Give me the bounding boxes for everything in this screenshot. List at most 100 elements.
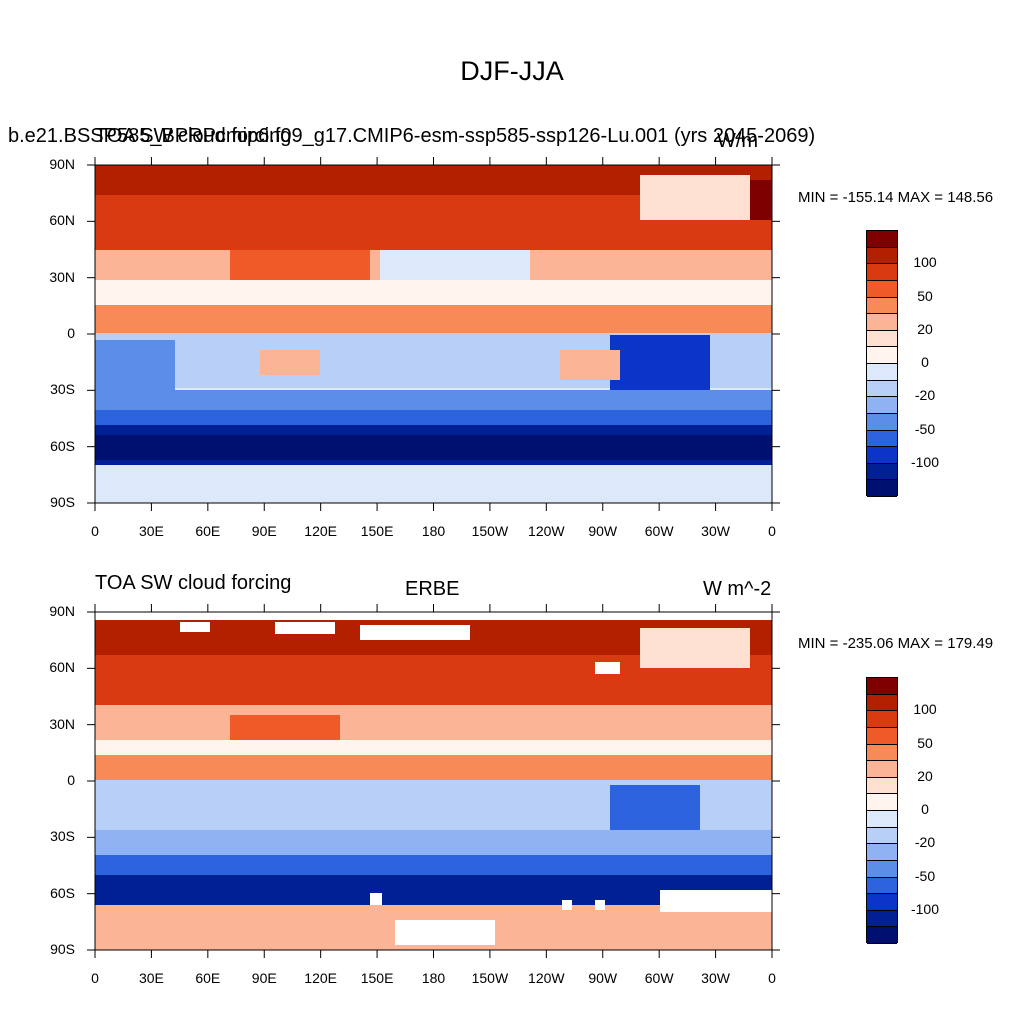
x-tick-label: 90W bbox=[588, 970, 618, 986]
y-tick-label: 60S bbox=[50, 437, 75, 454]
colorbar-swatch bbox=[867, 231, 897, 248]
colorbar-label: 100 bbox=[913, 254, 937, 271]
x-tick-label: 90E bbox=[251, 523, 277, 539]
y-tick-label: 60N bbox=[49, 212, 75, 229]
x-tick-label: 90E bbox=[251, 970, 277, 986]
colorbar-swatch bbox=[867, 380, 897, 398]
colorbar-swatch bbox=[867, 413, 897, 431]
colorbar-label: -50 bbox=[914, 867, 936, 884]
panel2-left-title: TOA SW cloud forcing bbox=[95, 572, 292, 594]
x-tick-label: 30E bbox=[138, 523, 164, 539]
y-tick-label: 30N bbox=[49, 715, 75, 732]
x-tick-label: 120W bbox=[528, 523, 565, 539]
colorbar-swatch bbox=[867, 860, 897, 878]
x-tick-label: 60W bbox=[644, 523, 674, 539]
colorbar-swatch bbox=[867, 447, 897, 464]
colorbar-label: -20 bbox=[914, 387, 936, 404]
panel2-colorbar bbox=[866, 677, 898, 944]
x-tick-label: 60W bbox=[644, 970, 674, 986]
colorbar-label: 20 bbox=[917, 767, 933, 784]
x-tick-label: 0 bbox=[91, 970, 99, 986]
panel1-left-title: TOA SW cloud forcing bbox=[95, 125, 292, 147]
colorbar-swatch bbox=[867, 811, 897, 828]
colorbar-swatch bbox=[867, 347, 897, 364]
colorbar-swatch bbox=[867, 678, 897, 695]
panel2-map bbox=[95, 612, 772, 950]
colorbar-label: 0 bbox=[921, 354, 929, 370]
y-tick-label: 60N bbox=[49, 659, 75, 676]
x-tick-label: 0 bbox=[91, 523, 99, 539]
panel2-center-title: ERBE bbox=[405, 578, 460, 600]
colorbar-label: 100 bbox=[913, 701, 937, 718]
colorbar-swatch bbox=[867, 397, 897, 414]
panel1-case-title: b.e21.BSSP585_BPRPcmip6.f09_g17.CMIP6-es… bbox=[8, 125, 816, 147]
x-tick-label: 90W bbox=[588, 523, 618, 539]
x-tick-label: 150W bbox=[471, 523, 509, 539]
y-tick-label: 30S bbox=[50, 381, 75, 398]
x-tick-label: 0 bbox=[768, 970, 776, 986]
x-tick-label: 150W bbox=[471, 970, 509, 986]
colorbar-swatch bbox=[867, 794, 897, 811]
colorbar-swatch bbox=[867, 910, 897, 928]
x-tick-label: 150E bbox=[360, 970, 394, 986]
colorbar-swatch bbox=[867, 463, 897, 481]
colorbar-label: 20 bbox=[917, 320, 933, 337]
colorbar-swatch bbox=[867, 877, 897, 895]
colorbar-swatch bbox=[867, 247, 897, 265]
colorbar-swatch bbox=[867, 844, 897, 861]
colorbar-swatch bbox=[867, 264, 897, 281]
panel1-map bbox=[95, 165, 772, 503]
colorbar-label: 50 bbox=[917, 734, 933, 751]
y-tick-label: 60S bbox=[50, 884, 75, 901]
colorbar-swatch bbox=[867, 744, 897, 762]
y-tick-label: 90N bbox=[49, 603, 75, 619]
panel1-colorbar bbox=[866, 230, 898, 497]
x-tick-label: 120E bbox=[304, 523, 337, 539]
colorbar-swatch bbox=[867, 711, 897, 728]
y-tick-label: 30N bbox=[49, 268, 75, 285]
x-tick-label: 180 bbox=[421, 970, 446, 986]
colorbar-swatch bbox=[867, 727, 897, 745]
colorbar-label: -100 bbox=[910, 453, 940, 470]
x-tick-label: 180 bbox=[421, 523, 446, 539]
x-tick-label: 120E bbox=[304, 970, 337, 986]
x-tick-label: 60E bbox=[195, 523, 221, 539]
panel1-units: W/m bbox=[717, 130, 759, 152]
colorbar-swatch bbox=[867, 894, 897, 911]
colorbar-swatch bbox=[867, 827, 897, 845]
x-tick-label: 30W bbox=[701, 523, 730, 539]
colorbar-swatch bbox=[867, 761, 897, 778]
colorbar-swatch bbox=[867, 330, 897, 348]
y-tick-label: 90S bbox=[50, 941, 75, 957]
y-tick-label: 0 bbox=[67, 772, 75, 788]
colorbar-swatch bbox=[867, 480, 897, 497]
colorbar-label: -100 bbox=[910, 900, 940, 917]
x-tick-label: 150E bbox=[360, 523, 394, 539]
colorbar-swatch bbox=[867, 297, 897, 315]
x-tick-label: 30W bbox=[701, 970, 730, 986]
x-tick-label: 120W bbox=[528, 970, 565, 986]
main-title: DJF-JJA bbox=[460, 56, 564, 86]
colorbar-swatch bbox=[867, 430, 897, 448]
panel2-minmax: MIN = -235.06 MAX = 179.49 bbox=[798, 635, 994, 652]
y-tick-label: 90S bbox=[50, 494, 75, 510]
colorbar-swatch bbox=[867, 927, 897, 944]
colorbar-label: 0 bbox=[921, 801, 929, 817]
x-tick-label: 60E bbox=[195, 970, 221, 986]
panel2-field bbox=[95, 612, 772, 950]
colorbar-swatch bbox=[867, 280, 897, 298]
panel1-field bbox=[95, 165, 772, 503]
panel1-minmax: MIN = -155.14 MAX = 148.56 bbox=[798, 189, 994, 206]
x-tick-label: 30E bbox=[138, 970, 164, 986]
colorbar-swatch bbox=[867, 314, 897, 331]
y-tick-label: 90N bbox=[49, 156, 75, 172]
panel2-units: W m^-2 bbox=[703, 578, 772, 600]
colorbar-swatch bbox=[867, 777, 897, 795]
colorbar-swatch bbox=[867, 694, 897, 712]
colorbar-swatch bbox=[867, 364, 897, 381]
colorbar-label: -50 bbox=[914, 420, 936, 437]
y-tick-label: 0 bbox=[67, 325, 75, 341]
colorbar-label: 50 bbox=[917, 287, 933, 304]
x-tick-label: 0 bbox=[768, 523, 776, 539]
